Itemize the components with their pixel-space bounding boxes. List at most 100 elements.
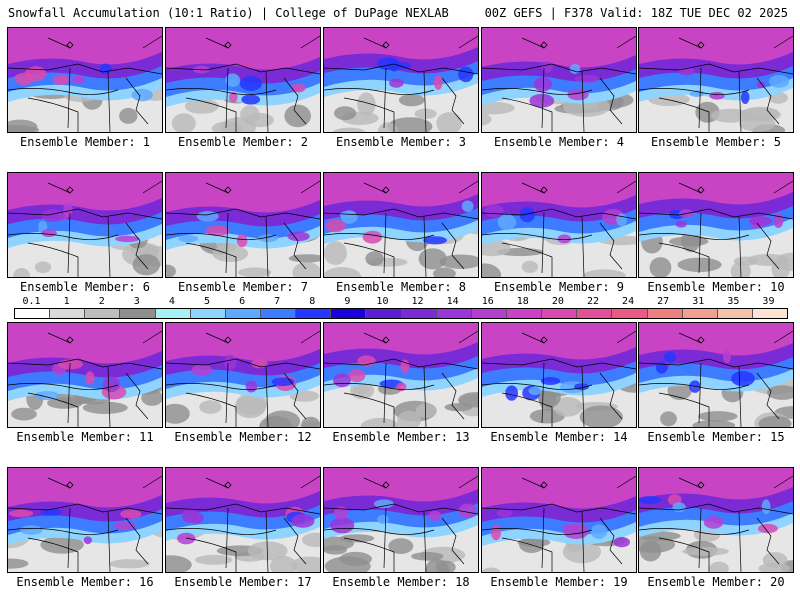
colorbar-swatch: [752, 309, 788, 318]
snowfall-map: [7, 467, 163, 573]
colorbar-label: 9: [344, 296, 351, 307]
colorbar-labels: 0.1 1 2 3 4 5 6 7 8 9 10 12 14 16 18 20 22 24 27 31 35 39: [14, 296, 786, 308]
snowfall-map: [638, 467, 794, 573]
snowfall-map: [323, 27, 479, 133]
colorbar-swatch: [577, 309, 613, 318]
ensemble-member-label: Ensemble Member: 3: [335, 135, 467, 149]
ensemble-panel: Ensemble Member: 18: [323, 467, 479, 614]
colorbar-swatch: [120, 309, 156, 318]
ensemble-panel: Ensemble Member: 6: [7, 172, 163, 319]
ensemble-panel: Ensemble Member: 14: [481, 322, 637, 469]
colorbar-swatch: [506, 309, 543, 318]
colorbar-label: 20: [551, 296, 564, 307]
colorbar-swatch: [331, 309, 367, 318]
snowfall-map: [7, 172, 163, 278]
colorbar-swatch: [225, 309, 261, 318]
chart-title: Snowfall Accumulation (10:1 Ratio) | Col…: [8, 6, 449, 20]
ensemble-member-label: Ensemble Member: 7: [177, 280, 309, 294]
ensemble-panel: Ensemble Member: 13: [323, 322, 479, 469]
snowfall-map: [481, 322, 637, 428]
colorbar-swatch: [612, 309, 648, 318]
colorbar-swatch: [717, 309, 753, 318]
snowfall-map: [165, 322, 321, 428]
ensemble-member-label: Ensemble Member: 18: [332, 575, 470, 589]
colorbar-label: 31: [692, 296, 705, 307]
snowfall-map: [638, 27, 794, 133]
ensemble-member-label: Ensemble Member: 6: [19, 280, 151, 294]
ensemble-member-label: Ensemble Member: 17: [174, 575, 312, 589]
colorbar-swatch: [471, 309, 507, 318]
ensemble-member-label: Ensemble Member: 11: [16, 430, 154, 444]
ensemble-panel: Ensemble Member: 1: [7, 27, 163, 174]
ensemble-panel: Ensemble Member: 7: [165, 172, 321, 319]
colorbar-swatch: [647, 309, 683, 318]
colorbar-swatch: [15, 309, 51, 318]
ensemble-panel: Ensemble Member: 20: [638, 467, 794, 614]
snowfall-map: [165, 27, 321, 133]
colorbar-label: 39: [762, 296, 775, 307]
colorbar-label: 5: [203, 296, 211, 307]
colorbar-label: 0.1: [22, 296, 41, 307]
ensemble-panel: Ensemble Member: 10: [638, 172, 794, 319]
ensemble-member-label: Ensemble Member: 1: [19, 135, 151, 149]
colorbar-label: 27: [657, 296, 670, 307]
snowfall-map: [165, 467, 321, 573]
ensemble-panel: Ensemble Member: 8: [323, 172, 479, 319]
ensemble-member-label: Ensemble Member: 19: [490, 575, 628, 589]
snowfall-map: [481, 467, 637, 573]
colorbar-label: 7: [274, 296, 281, 307]
snowfall-map: [7, 27, 163, 133]
colorbar-swatch: [155, 309, 191, 318]
snowfall-map: [7, 322, 163, 428]
colorbar-swatch: [260, 309, 297, 318]
ensemble-member-label: Ensemble Member: 8: [335, 280, 467, 294]
ensemble-member-label: Ensemble Member: 5: [650, 135, 782, 149]
colorbar-swatch: [190, 309, 226, 318]
ensemble-panel: Ensemble Member: 12: [165, 322, 321, 469]
ensemble-member-label: Ensemble Member: 10: [647, 280, 785, 294]
ensemble-member-label: Ensemble Member: 13: [332, 430, 470, 444]
ensemble-panel: Ensemble Member: 15: [638, 322, 794, 469]
colorbar-label: 10: [376, 296, 389, 307]
ensemble-panel: Ensemble Member: 16: [7, 467, 163, 614]
colorbar-label: 14: [446, 296, 459, 307]
ensemble-member-label: Ensemble Member: 16: [16, 575, 154, 589]
model-run-valid-time: 00Z GEFS | F378 Valid: 18Z TUE DEC 02 20…: [484, 6, 788, 20]
ensemble-panel: Ensemble Member: 5: [638, 27, 794, 174]
colorbar-swatch: [542, 309, 578, 318]
snowfall-map: [481, 172, 637, 278]
ensemble-panel: Ensemble Member: 17: [165, 467, 321, 614]
colorbar-swatch: [436, 309, 472, 318]
snowfall-map: [165, 172, 321, 278]
colorbar-swatch: [366, 309, 402, 318]
colorbar-swatch: [50, 309, 86, 318]
ensemble-panel: Ensemble Member: 2: [165, 27, 321, 174]
snowfall-map: [323, 172, 479, 278]
ensemble-panel: Ensemble Member: 9: [481, 172, 637, 319]
ensemble-member-label: Ensemble Member: 15: [647, 430, 785, 444]
colorbar-label: 4: [168, 296, 175, 307]
ensemble-panel: Ensemble Member: 4: [481, 27, 637, 174]
snowfall-map: [481, 27, 637, 133]
colorbar-label: 12: [411, 296, 424, 307]
ensemble-panel: Ensemble Member: 11: [7, 322, 163, 469]
ensemble-member-label: Ensemble Member: 12: [174, 430, 312, 444]
colorbar-label: 6: [239, 296, 246, 307]
colorbar-swatch: [401, 309, 437, 318]
colorbar-label: 8: [309, 296, 316, 307]
ensemble-member-label: Ensemble Member: 14: [490, 430, 628, 444]
ensemble-member-label: Ensemble Member: 2: [177, 135, 309, 149]
colorbar-label: 3: [133, 296, 140, 307]
snowfall-map: [638, 172, 794, 278]
ensemble-panel: Ensemble Member: 3: [323, 27, 479, 174]
colorbar-swatch: [682, 309, 718, 318]
colorbar-swatch: [85, 309, 121, 318]
colorbar-swatch: [296, 309, 332, 318]
snowfall-map: [323, 467, 479, 573]
ensemble-member-label: Ensemble Member: 20: [647, 575, 785, 589]
snowfall-map: [323, 322, 479, 428]
colorbar-label: 18: [516, 296, 529, 307]
ensemble-member-label: Ensemble Member: 9: [493, 280, 625, 294]
snowfall-colorbar: [14, 308, 788, 319]
colorbar-label: 24: [622, 296, 635, 307]
